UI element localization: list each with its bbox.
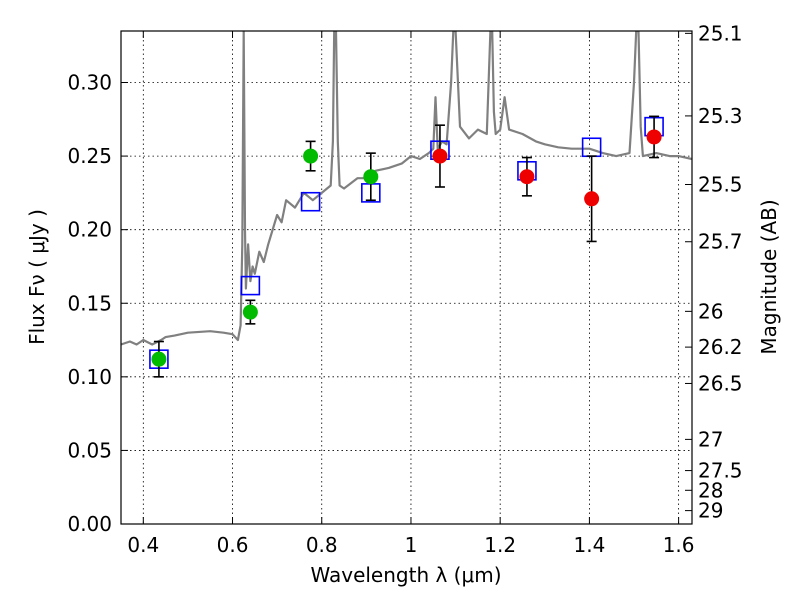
y-tick-label: 0.20 xyxy=(67,218,112,242)
y-tick-label: 0.15 xyxy=(67,291,112,315)
y2-tick-label: 26.5 xyxy=(698,371,743,395)
plot-border xyxy=(120,30,693,525)
observed-point xyxy=(242,304,258,320)
y-tick-label: 0.10 xyxy=(67,365,112,389)
x-tick-label: 0.8 xyxy=(306,533,338,557)
observed-point xyxy=(646,129,662,145)
grid xyxy=(121,31,692,525)
y2-tick-label: 25.7 xyxy=(698,230,743,254)
y-axis-title: Flux Fν ( μJy ) xyxy=(25,209,49,345)
y2-tick-label: 25.5 xyxy=(698,172,743,196)
y-tick-label: 0.25 xyxy=(67,144,112,168)
x-tick-label: 1.6 xyxy=(663,533,695,557)
y2-tick-label: 29 xyxy=(698,499,723,523)
x-tick-label: 1.4 xyxy=(573,533,605,557)
spectrum-line xyxy=(121,31,692,346)
y-tick-label: 0.30 xyxy=(67,71,112,95)
x-axis-title: Wavelength λ (μm) xyxy=(310,563,501,587)
y-tick-label: 0.00 xyxy=(67,512,112,536)
observed-point xyxy=(151,351,167,367)
tick-labels: 0.4 0.6 0.8 1 1.2 1.4 1.6 0.00 0.05 0.10 0.15 0.20 0… xyxy=(67,21,742,557)
x-tick-label: 1.2 xyxy=(484,533,516,557)
model-spectrum xyxy=(121,31,692,346)
y2-tick-label: 25.1 xyxy=(698,21,743,45)
model-square xyxy=(300,191,321,212)
observed-point xyxy=(584,191,600,207)
photometry-markers xyxy=(149,115,664,378)
observed-point xyxy=(432,148,448,164)
model-square xyxy=(240,275,261,296)
observed-point xyxy=(363,169,379,185)
axis-ticks xyxy=(121,31,692,525)
model-square xyxy=(581,137,602,158)
x-tick-label: 0.4 xyxy=(127,533,159,557)
y2-tick-label: 27.5 xyxy=(698,459,743,483)
observed-point xyxy=(303,148,319,164)
observed-point xyxy=(519,169,535,185)
y-tick-label: 0.05 xyxy=(67,438,112,462)
y2-tick-label: 27 xyxy=(698,427,723,451)
y2-tick-label: 28 xyxy=(698,478,723,502)
y2-tick-label: 26.2 xyxy=(698,335,743,359)
plot-frame xyxy=(120,30,693,525)
x-tick-label: 1 xyxy=(405,533,418,557)
y2-tick-label: 26 xyxy=(698,299,723,323)
y2-axis-title: Magnitude (AB) xyxy=(757,199,781,354)
y2-tick-label: 25.3 xyxy=(698,104,743,128)
x-tick-label: 0.6 xyxy=(217,533,249,557)
